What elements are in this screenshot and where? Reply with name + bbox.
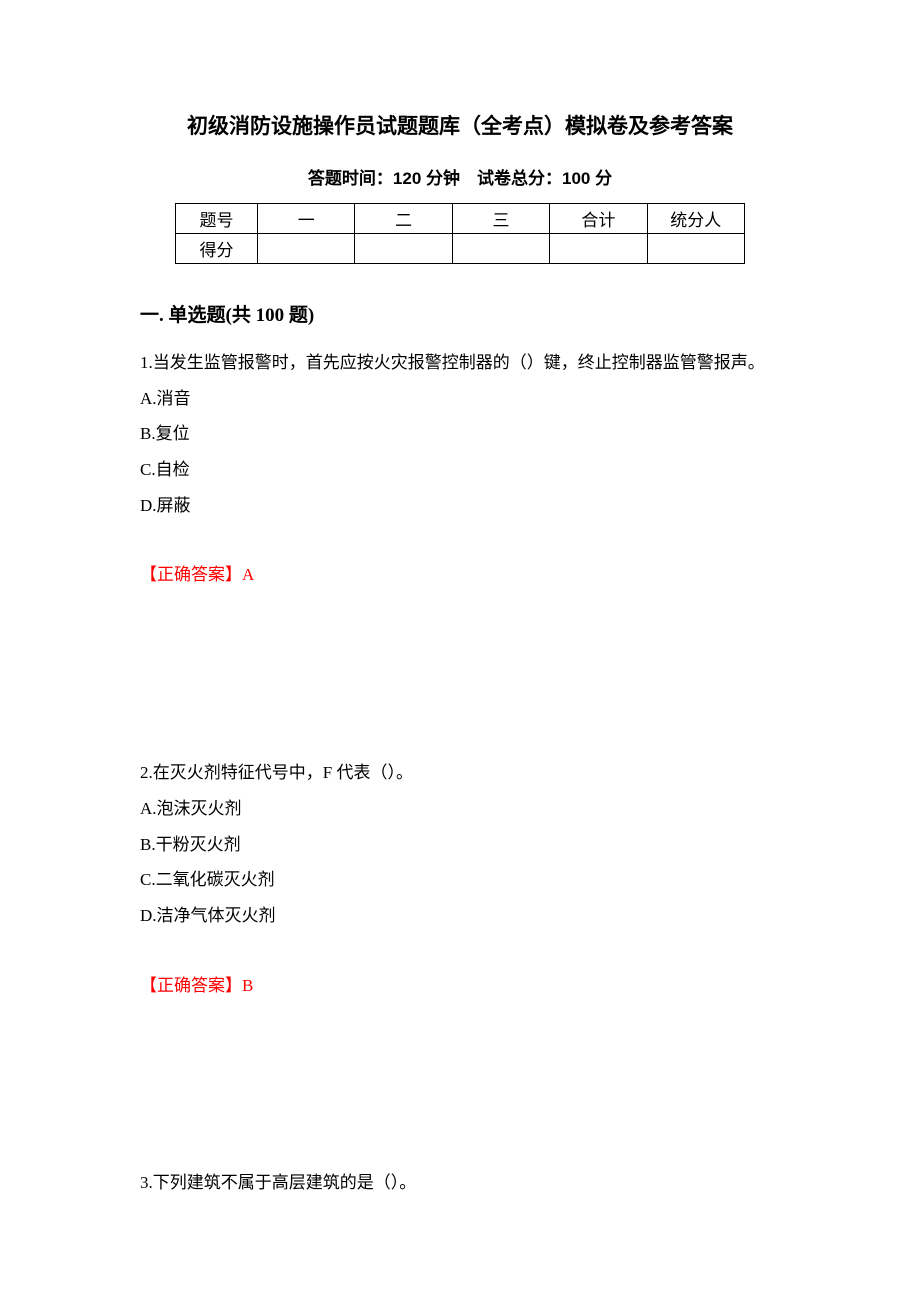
question-block: 1.当发生监管报警时，首先应按火灾报警控制器的（）键，终止控制器监管警报声。 A… <box>140 345 780 593</box>
score-table: 题号 一 二 三 合计 统分人 得分 <box>175 203 745 264</box>
question-text: 3.下列建筑不属于高层建筑的是（）。 <box>140 1165 780 1201</box>
table-cell <box>258 234 355 264</box>
document-title: 初级消防设施操作员试题题库（全考点）模拟卷及参考答案 <box>140 110 780 140</box>
table-cell: 得分 <box>176 234 258 264</box>
question-text: 1.当发生监管报警时，首先应按火灾报警控制器的（）键，终止控制器监管警报声。 <box>140 345 780 381</box>
table-cell: 统分人 <box>647 204 744 234</box>
table-cell <box>550 234 647 264</box>
table-cell: 二 <box>355 204 452 234</box>
question-option: C.二氧化碳灭火剂 <box>140 862 780 898</box>
table-cell <box>452 234 549 264</box>
question-option: A.消音 <box>140 381 780 417</box>
section-header: 一. 单选题(共 100 题) <box>140 300 780 327</box>
table-cell: 题号 <box>176 204 258 234</box>
question-option: B.干粉灭火剂 <box>140 827 780 863</box>
table-cell: 三 <box>452 204 549 234</box>
question-option: D.屏蔽 <box>140 488 780 524</box>
question-option: A.泡沫灭火剂 <box>140 791 780 827</box>
document-subtitle: 答题时间：120 分钟 试卷总分：100 分 <box>140 164 780 189</box>
table-row: 题号 一 二 三 合计 统分人 <box>176 204 745 234</box>
table-cell: 合计 <box>550 204 647 234</box>
question-option: C.自检 <box>140 452 780 488</box>
question-option: B.复位 <box>140 416 780 452</box>
spacer <box>140 615 780 755</box>
correct-answer: 【正确答案】A <box>140 557 780 593</box>
table-cell <box>647 234 744 264</box>
table-cell <box>355 234 452 264</box>
question-block: 2.在灭火剂特征代号中，F 代表（）。 A.泡沫灭火剂 B.干粉灭火剂 C.二氧… <box>140 755 780 1003</box>
spacer <box>140 1025 780 1165</box>
table-row: 得分 <box>176 234 745 264</box>
correct-answer: 【正确答案】B <box>140 968 780 1004</box>
table-cell: 一 <box>258 204 355 234</box>
question-option: D.洁净气体灭火剂 <box>140 898 780 934</box>
question-text: 2.在灭火剂特征代号中，F 代表（）。 <box>140 755 780 791</box>
question-block: 3.下列建筑不属于高层建筑的是（）。 <box>140 1165 780 1201</box>
